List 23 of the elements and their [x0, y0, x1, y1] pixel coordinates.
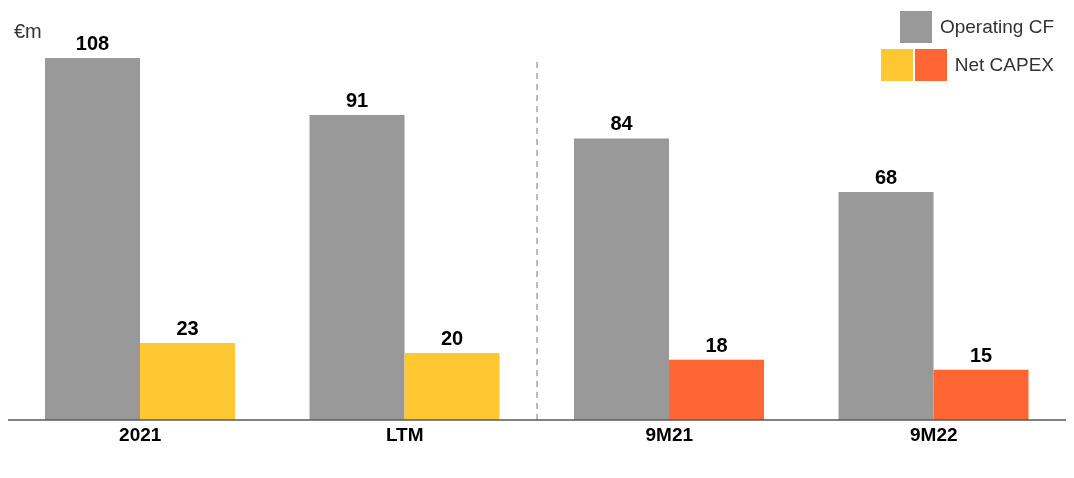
- data-label: 84: [610, 112, 634, 135]
- bar: [933, 369, 1029, 420]
- data-label: 18: [705, 333, 728, 356]
- data-label: 108: [75, 32, 110, 54]
- bar: [404, 352, 500, 420]
- data-label: 15: [969, 343, 993, 366]
- data-label: 23: [176, 316, 199, 339]
- legend-label: Net CAPEX: [954, 54, 1054, 76]
- bar: [838, 192, 934, 420]
- bar: [669, 359, 765, 420]
- bar: [45, 58, 141, 420]
- x-tick-label: 2021: [119, 424, 162, 446]
- data-label: 68: [874, 166, 898, 189]
- bar: [140, 342, 236, 420]
- legend-label: Operating CF: [939, 16, 1054, 38]
- bar: [309, 114, 405, 420]
- x-tick-label: 9M21: [645, 424, 694, 446]
- y-axis-title: €m: [14, 20, 42, 43]
- x-tick-label: LTM: [385, 424, 424, 446]
- data-label: 91: [345, 88, 369, 111]
- data-label: 20: [440, 326, 464, 349]
- bar: [574, 138, 670, 420]
- x-tick-label: 9M22: [909, 424, 958, 446]
